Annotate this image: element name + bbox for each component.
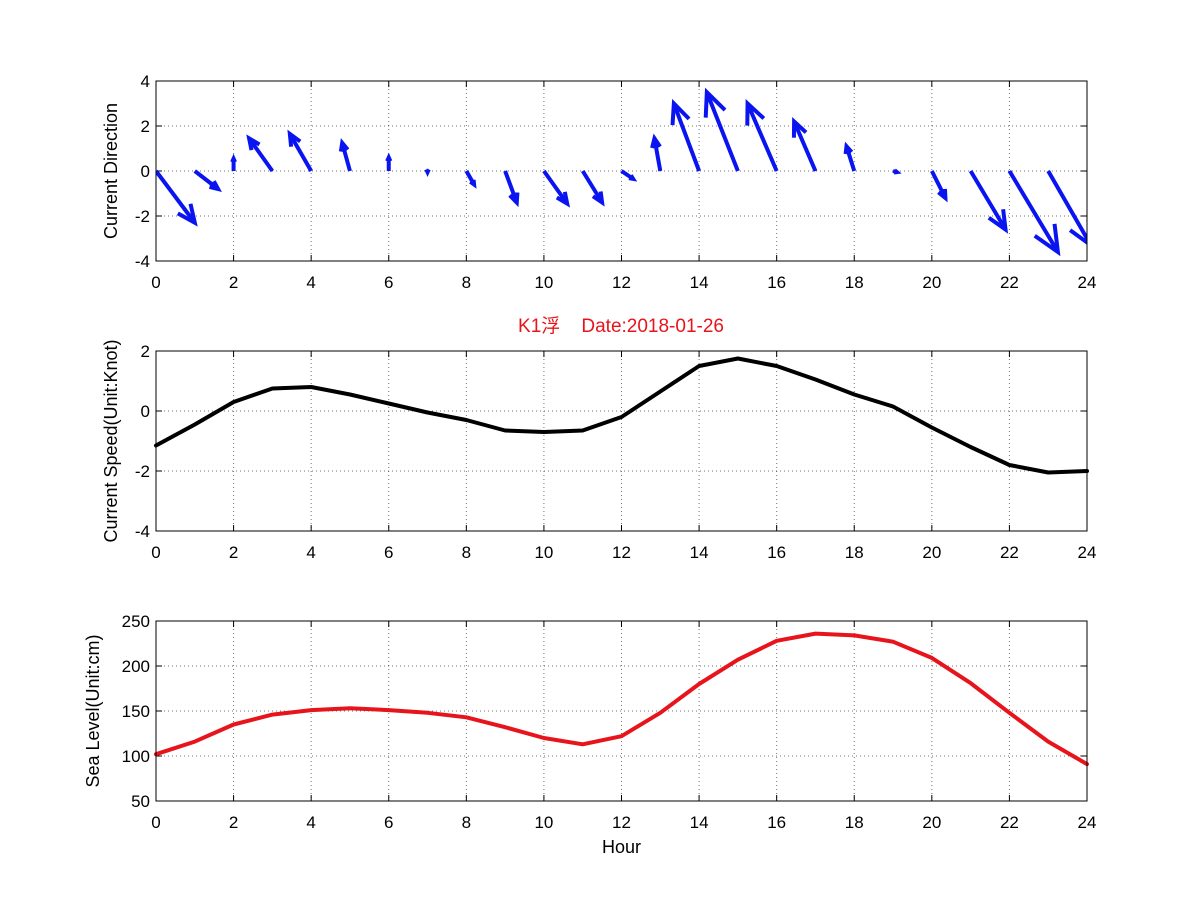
direction-arrow: [968, 169, 1009, 234]
speed-xtick-label: 6: [384, 543, 393, 562]
sealevel-xtick-label: 6: [384, 813, 393, 832]
direction-arrow: [703, 87, 740, 172]
sealevel-xtick-label: 2: [229, 813, 238, 832]
direction-arrow: [843, 141, 857, 172]
direction-arrow: [464, 170, 477, 189]
direction-arrow: [503, 170, 520, 208]
direction-xtick-label: 20: [922, 273, 941, 292]
speed-ytick-label: -2: [135, 462, 150, 481]
direction-xtick-label: 14: [690, 273, 709, 292]
direction-xtick-label: 10: [534, 273, 553, 292]
direction-xtick-label: 6: [384, 273, 393, 292]
sealevel-xtick-label: 8: [462, 813, 471, 832]
sealevel-xtick-label: 18: [845, 813, 864, 832]
sealevel-ytick-label: 100: [122, 747, 150, 766]
direction-arrow: [650, 133, 663, 172]
direction-ytick-label: 2: [141, 117, 150, 136]
direction-arrow: [670, 98, 701, 172]
sealevel-xtick-label: 24: [1078, 813, 1097, 832]
direction-arrow: [338, 138, 352, 172]
speed-xtick-label: 16: [767, 543, 786, 562]
sealevel-xtick-label: 16: [767, 813, 786, 832]
direction-arrow: [230, 153, 237, 171]
sealevel-xlabel: Hour: [602, 837, 641, 857]
speed-xtick-label: 10: [534, 543, 553, 562]
speed-xtick-label: 22: [1000, 543, 1019, 562]
direction-arrow: [620, 169, 638, 182]
direction-arrow: [193, 169, 222, 193]
speed-xtick-label: 20: [922, 543, 941, 562]
sealevel-xtick-label: 0: [151, 813, 160, 832]
direction-xtick-label: 8: [462, 273, 471, 292]
direction-arrow: [1007, 169, 1061, 257]
speed-series-line: [154, 356, 1089, 475]
sealevel-ytick-label: 50: [131, 792, 150, 811]
sealevel-xtick-label: 22: [1000, 813, 1019, 832]
speed-xtick-label: 18: [845, 543, 864, 562]
speed-xtick-label: 14: [690, 543, 709, 562]
speed-xtick-label: 12: [612, 543, 631, 562]
sealevel-axes-frame: [155, 620, 1088, 802]
direction-xtick-label: 22: [1000, 273, 1019, 292]
direction-ytick-label: -2: [135, 207, 150, 226]
sealevel-xtick-label: 20: [922, 813, 941, 832]
speed-xtick-label: 0: [151, 543, 160, 562]
speed-ytick-label: 0: [141, 402, 150, 421]
direction-xtick-label: 24: [1078, 273, 1097, 292]
direction-ylabel: Current Direction: [101, 103, 121, 239]
speed-xtick-label: 2: [229, 543, 238, 562]
speed-xtick-label: 4: [306, 543, 315, 562]
direction-arrow: [791, 116, 818, 172]
direction-arrows: [156, 87, 1087, 257]
speed-xtick-label: 8: [462, 543, 471, 562]
sealevel-xtick-label: 12: [612, 813, 631, 832]
sealevel-xtick-label: 4: [306, 813, 315, 832]
direction-xtick-label: 4: [306, 273, 315, 292]
direction-ytick-label: 0: [141, 162, 150, 181]
figure-title: K1浮 Date:2018-01-26: [518, 315, 724, 337]
sealevel-ylabel: Sea Level(Unit:cm): [83, 634, 103, 787]
direction-arrow: [385, 152, 393, 171]
direction-arrow: [156, 169, 198, 227]
sealevel-ytick-label: 250: [122, 612, 150, 631]
speed-xtick-label: 24: [1078, 543, 1097, 562]
direction-axes-frame: [155, 80, 1088, 262]
direction-xtick-label: 18: [845, 273, 864, 292]
direction-arrow: [745, 98, 779, 172]
direction-arrow: [1046, 170, 1087, 245]
speed-ytick-label: 2: [141, 342, 150, 361]
direction-ytick-label: 4: [141, 72, 150, 91]
sealevel-xtick-label: 10: [534, 813, 553, 832]
direction-xtick-label: 16: [767, 273, 786, 292]
speed-ylabel: Current Speed(Unit:Knot): [101, 339, 121, 542]
sealevel-xtick-label: 14: [690, 813, 709, 832]
speed-ytick-label: -4: [135, 522, 150, 541]
direction-xtick-label: 2: [229, 273, 238, 292]
sealevel-ytick-label: 150: [122, 702, 150, 721]
sealevel-ytick-label: 200: [122, 657, 150, 676]
direction-arrow: [581, 169, 605, 207]
direction-arrow: [930, 170, 948, 203]
sealevel-series-line: [154, 631, 1089, 767]
direction-arrow: [542, 169, 571, 208]
direction-arrow: [246, 134, 275, 173]
direction-ytick-label: -4: [135, 252, 150, 271]
direction-arrow: [892, 168, 902, 175]
direction-xtick-label: 12: [612, 273, 631, 292]
direction-xtick-label: 0: [151, 273, 160, 292]
speed-axes-frame: [155, 350, 1088, 532]
direction-arrow: [424, 168, 431, 178]
direction-arrow: [287, 129, 313, 172]
